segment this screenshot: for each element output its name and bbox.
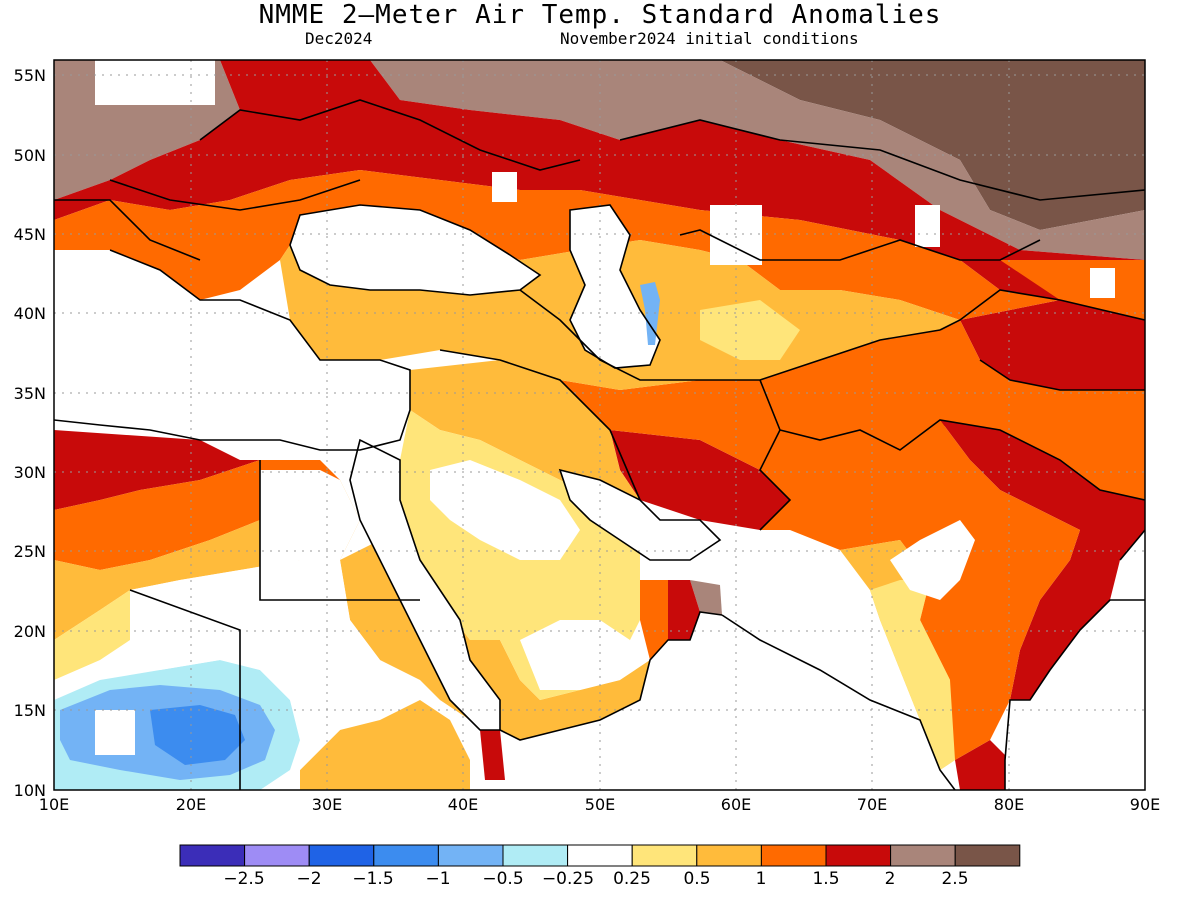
- gridlines: [54, 60, 1145, 790]
- lon-tick-label: 80E: [994, 795, 1024, 814]
- colorbar-swatches: [179, 844, 1021, 867]
- colorbar-label: −0.5: [482, 869, 523, 889]
- colorbar-label: 1.5: [812, 869, 839, 889]
- colorbar-swatch: [244, 844, 310, 867]
- anomaly-region-himalaya-red: [960, 300, 1145, 390]
- anomaly-region-india-yellow: [870, 580, 955, 770]
- coastlines-and-borders: [54, 99, 1145, 790]
- lon-tick-label: 20E: [176, 795, 206, 814]
- lat-tick-label: 20N: [14, 622, 46, 641]
- mask-bay-of-bengal: [1005, 600, 1145, 790]
- lon-tick-label: 30E: [312, 795, 342, 814]
- plot-frame: [53, 59, 1146, 791]
- lon-tick-label: 40E: [448, 795, 478, 814]
- lat-tick-label: 55N: [14, 66, 46, 85]
- colorbar-swatch: [179, 844, 246, 867]
- mask-baikal-west: [1090, 268, 1115, 298]
- anomaly-region-ganges-red: [940, 420, 1145, 700]
- lat-tick-label: 35N: [14, 384, 46, 403]
- colorbar-swatch: [631, 844, 698, 867]
- lon-axis: 10E 20E 30E 40E 50E 60E 70E 80E 90E: [39, 795, 1160, 814]
- colorbar-label: −0.25: [542, 869, 594, 889]
- initial-conditions: November2024 initial conditions: [560, 29, 859, 48]
- anomaly-region-sudan-gold: [300, 700, 470, 790]
- lat-tick-label: 10N: [14, 781, 46, 800]
- mask-black-sea: [290, 205, 540, 295]
- mask-northern-lake: [492, 172, 517, 202]
- mask-aral: [710, 205, 762, 265]
- colorbar-swatch: [373, 844, 439, 867]
- colorbar-swatch: [437, 844, 504, 867]
- forecast-month: Dec2024: [305, 29, 373, 48]
- colorbar-label: −1.5: [352, 869, 393, 889]
- lon-tick-label: 60E: [721, 795, 751, 814]
- colorbar: −2.5 −2 −1.5 −1 −0.5 −0.25 0.25 0.5 1 1.…: [179, 844, 1021, 889]
- anomaly-region-yemen-red: [480, 730, 505, 780]
- colorbar-swatch: [825, 844, 892, 867]
- lat-tick-label: 45N: [14, 225, 46, 244]
- anomaly-field: [54, 60, 1145, 790]
- anomaly-region-africa-north-red: [54, 430, 260, 510]
- mask-rub-al-khali: [430, 460, 580, 560]
- colorbar-label: 2: [885, 869, 896, 889]
- colorbar-swatch: [502, 844, 569, 867]
- colorbar-label: −2.5: [223, 869, 264, 889]
- anomaly-region-caspian-yellow: [700, 300, 800, 360]
- lon-tick-label: 90E: [1130, 795, 1160, 814]
- anomaly-region-oman-light: [690, 580, 722, 615]
- lat-tick-label: 30N: [14, 463, 46, 482]
- mask-oman-interior: [520, 620, 630, 690]
- anomaly-region-balkans-orange: [54, 170, 1060, 320]
- mask-india-central: [890, 520, 975, 600]
- colorbar-swatch: [760, 844, 827, 867]
- colorbar-swatch: [890, 844, 956, 867]
- mask-caspian: [570, 205, 660, 368]
- anomaly-region-india-south-red: [955, 740, 1010, 790]
- anomaly-region-arabia-east-orange: [640, 580, 668, 660]
- mask-adriatic: [54, 250, 200, 300]
- anomaly-region-africa-yellow: [54, 590, 130, 680]
- mask-lake-victoria: [95, 710, 135, 755]
- mask-balkhash: [915, 205, 940, 247]
- anomaly-region-russia-dark: [720, 60, 1145, 230]
- lat-tick-label: 15N: [14, 701, 46, 720]
- anomaly-region-sahel-darkblue: [150, 705, 245, 765]
- colorbar-swatch: [308, 844, 375, 867]
- colorbar-swatch: [567, 844, 633, 867]
- mask-red-sea: [350, 440, 500, 730]
- lon-tick-label: 50E: [585, 795, 615, 814]
- map-title: NMME 2—Meter Air Temp. Standard Anomalie…: [258, 0, 942, 30]
- colorbar-label: −2: [296, 869, 321, 889]
- lat-tick-label: 25N: [14, 542, 46, 561]
- colorbar-label: 0.25: [613, 869, 651, 889]
- colorbar-swatch: [954, 844, 1021, 867]
- colorbar-label: 0.5: [683, 869, 710, 889]
- colorbar-label: −1: [425, 869, 450, 889]
- colorbar-label: 1: [756, 869, 767, 889]
- anomaly-region-iran-red: [610, 430, 790, 530]
- colorbar-swatch: [696, 844, 762, 867]
- lon-tick-label: 10E: [39, 795, 69, 814]
- anomaly-region-oman-red: [668, 580, 700, 640]
- lat-axis: 55N 50N 45N 40N 35N 30N 25N 20N 15N 10N: [14, 66, 46, 800]
- lon-tick-label: 70E: [857, 795, 887, 814]
- anomaly-region-levant-gold: [410, 360, 640, 500]
- anomaly-region-russia-light: [370, 60, 1145, 260]
- lat-tick-label: 50N: [14, 146, 46, 165]
- lat-tick-label: 40N: [14, 304, 46, 323]
- anomaly-region-urmia-blue: [640, 282, 660, 345]
- mask-arabian-sea: [600, 612, 955, 790]
- mask-north-lakes: [95, 60, 215, 105]
- mask-egypt-libya: [260, 470, 360, 570]
- mask-mediterranean: [54, 280, 410, 450]
- colorbar-label: 2.5: [941, 869, 968, 889]
- anomaly-region-iran-orange: [560, 320, 1145, 760]
